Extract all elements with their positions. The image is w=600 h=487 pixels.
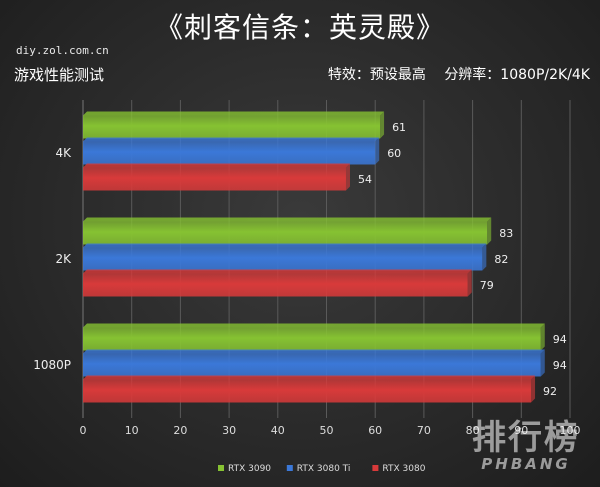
bar-rtx-3090-1080p <box>83 327 541 351</box>
data-label: 61 <box>392 121 406 134</box>
x-tick-label: 60 <box>368 424 382 437</box>
legend-swatch-rtx-3080 <box>372 465 379 471</box>
data-label: 83 <box>499 227 513 240</box>
resolution-setting: 分辨率：1080P/2K/4K <box>444 67 590 83</box>
x-tick-label: 90 <box>514 424 528 437</box>
x-tick-label: 70 <box>417 424 431 437</box>
category-label-4k: 4K <box>55 146 72 160</box>
bar-top <box>83 375 536 380</box>
data-label: 82 <box>494 253 508 266</box>
bar-side <box>487 217 492 245</box>
legend-swatch-rtx-3080-ti <box>286 465 293 471</box>
x-tick-label: 0 <box>80 424 87 437</box>
bar-side <box>380 111 385 139</box>
category-label-2k: 2K <box>55 252 72 266</box>
x-tick-label: 10 <box>125 424 139 437</box>
bar-top <box>83 217 492 222</box>
bar-top <box>83 137 380 142</box>
bar-side <box>482 243 487 271</box>
data-label: 94 <box>553 333 567 346</box>
chart-title: 《刺客信条：英灵殿》 <box>154 11 445 44</box>
bar-top <box>83 323 545 328</box>
bar-top <box>83 243 487 248</box>
bar-side <box>540 349 545 377</box>
bars <box>83 111 545 403</box>
bar-rtx-3080-2k <box>83 273 468 297</box>
category-label-1080p: 1080P <box>33 358 71 372</box>
legend-swatch-rtx-3090 <box>218 465 224 471</box>
chart-subtitle: 游戏性能测试 <box>14 66 105 84</box>
bar-side <box>345 163 350 191</box>
test-settings: 特效：预设最高 分辨率：1080P/2K/4K <box>314 64 590 84</box>
bar-rtx-3090-2k <box>83 221 488 245</box>
bar-top <box>83 349 545 354</box>
bar-side <box>467 269 472 297</box>
x-tick-label: 30 <box>222 424 236 437</box>
legend-label-rtx-3080: RTX 3080 <box>382 464 425 474</box>
data-label: 60 <box>387 147 401 160</box>
bar-side <box>375 137 380 165</box>
bar-rtx-3080-1080p <box>83 379 532 403</box>
data-label: 92 <box>543 385 557 398</box>
watermark-main: 排行榜 <box>472 418 580 458</box>
x-tick-label: 100 <box>560 424 581 437</box>
x-tick-label: 20 <box>173 424 187 437</box>
bar-top <box>83 269 472 274</box>
watermark-sub: PHBANG <box>481 455 571 473</box>
bar-rtx-3080-ti-2k <box>83 247 483 271</box>
source-label: diy.zol.com.cn <box>16 44 109 57</box>
data-label: 79 <box>480 279 494 292</box>
data-label: 94 <box>553 359 567 372</box>
data-label: 54 <box>358 173 372 186</box>
x-tick-label: 50 <box>320 424 334 437</box>
bar-top <box>83 163 350 168</box>
effects-setting: 特效：预设最高 <box>327 67 426 83</box>
bar-rtx-3080-ti-4k <box>83 141 376 165</box>
x-tick-label: 80 <box>466 424 480 437</box>
watermark-logo: 排行榜 PHBANG <box>472 421 580 473</box>
bar-top <box>83 111 385 116</box>
bar-rtx-3090-4k <box>83 115 381 139</box>
bar-rtx-3080-4k <box>83 167 346 191</box>
legend-label-rtx-3090: RTX 3090 <box>228 464 271 474</box>
x-tick-label: 40 <box>271 424 285 437</box>
bar-side <box>540 323 545 351</box>
legend: RTX 3090 RTX 3080 Ti RTX 3080 <box>218 464 426 474</box>
bar-side <box>531 375 536 403</box>
bar-rtx-3080-ti-1080p <box>83 353 541 377</box>
legend-label-rtx-3080-ti: RTX 3080 Ti <box>297 464 351 474</box>
